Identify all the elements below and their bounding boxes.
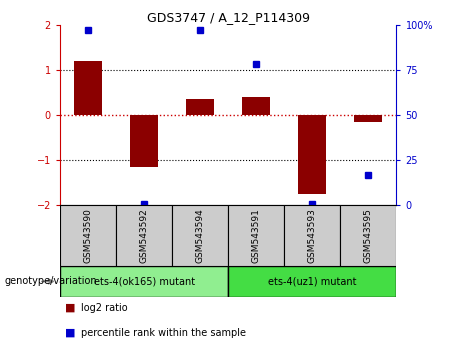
Bar (60, 205, 116, 266)
Bar (355, 115, 383, 122)
Text: GSM543595: GSM543595 (364, 208, 373, 263)
Text: GSM543592: GSM543592 (140, 208, 148, 263)
Bar (228, 205, 284, 266)
Bar (242, 97, 270, 115)
Bar (340, 205, 396, 266)
Text: GSM543591: GSM543591 (252, 208, 261, 263)
Text: ets-4(uz1) mutant: ets-4(uz1) mutant (268, 276, 356, 286)
Text: GSM543593: GSM543593 (308, 208, 317, 263)
Bar (74, 61, 102, 115)
Bar (60, 266, 228, 297)
Bar (172, 205, 228, 266)
Bar (186, 99, 214, 115)
Text: ■: ■ (65, 328, 75, 338)
Bar (228, 266, 396, 297)
Text: log2 ratio: log2 ratio (81, 303, 127, 313)
Bar (130, 115, 158, 167)
Bar (116, 205, 172, 266)
Title: GDS3747 / A_12_P114309: GDS3747 / A_12_P114309 (147, 11, 310, 24)
Text: genotype/variation: genotype/variation (5, 276, 97, 286)
Bar (284, 205, 340, 266)
Text: ■: ■ (65, 303, 75, 313)
Text: GSM543594: GSM543594 (195, 208, 205, 263)
Text: percentile rank within the sample: percentile rank within the sample (81, 328, 246, 338)
Text: GSM543590: GSM543590 (83, 208, 93, 263)
Text: ets-4(ok165) mutant: ets-4(ok165) mutant (94, 276, 195, 286)
Bar (298, 115, 326, 194)
